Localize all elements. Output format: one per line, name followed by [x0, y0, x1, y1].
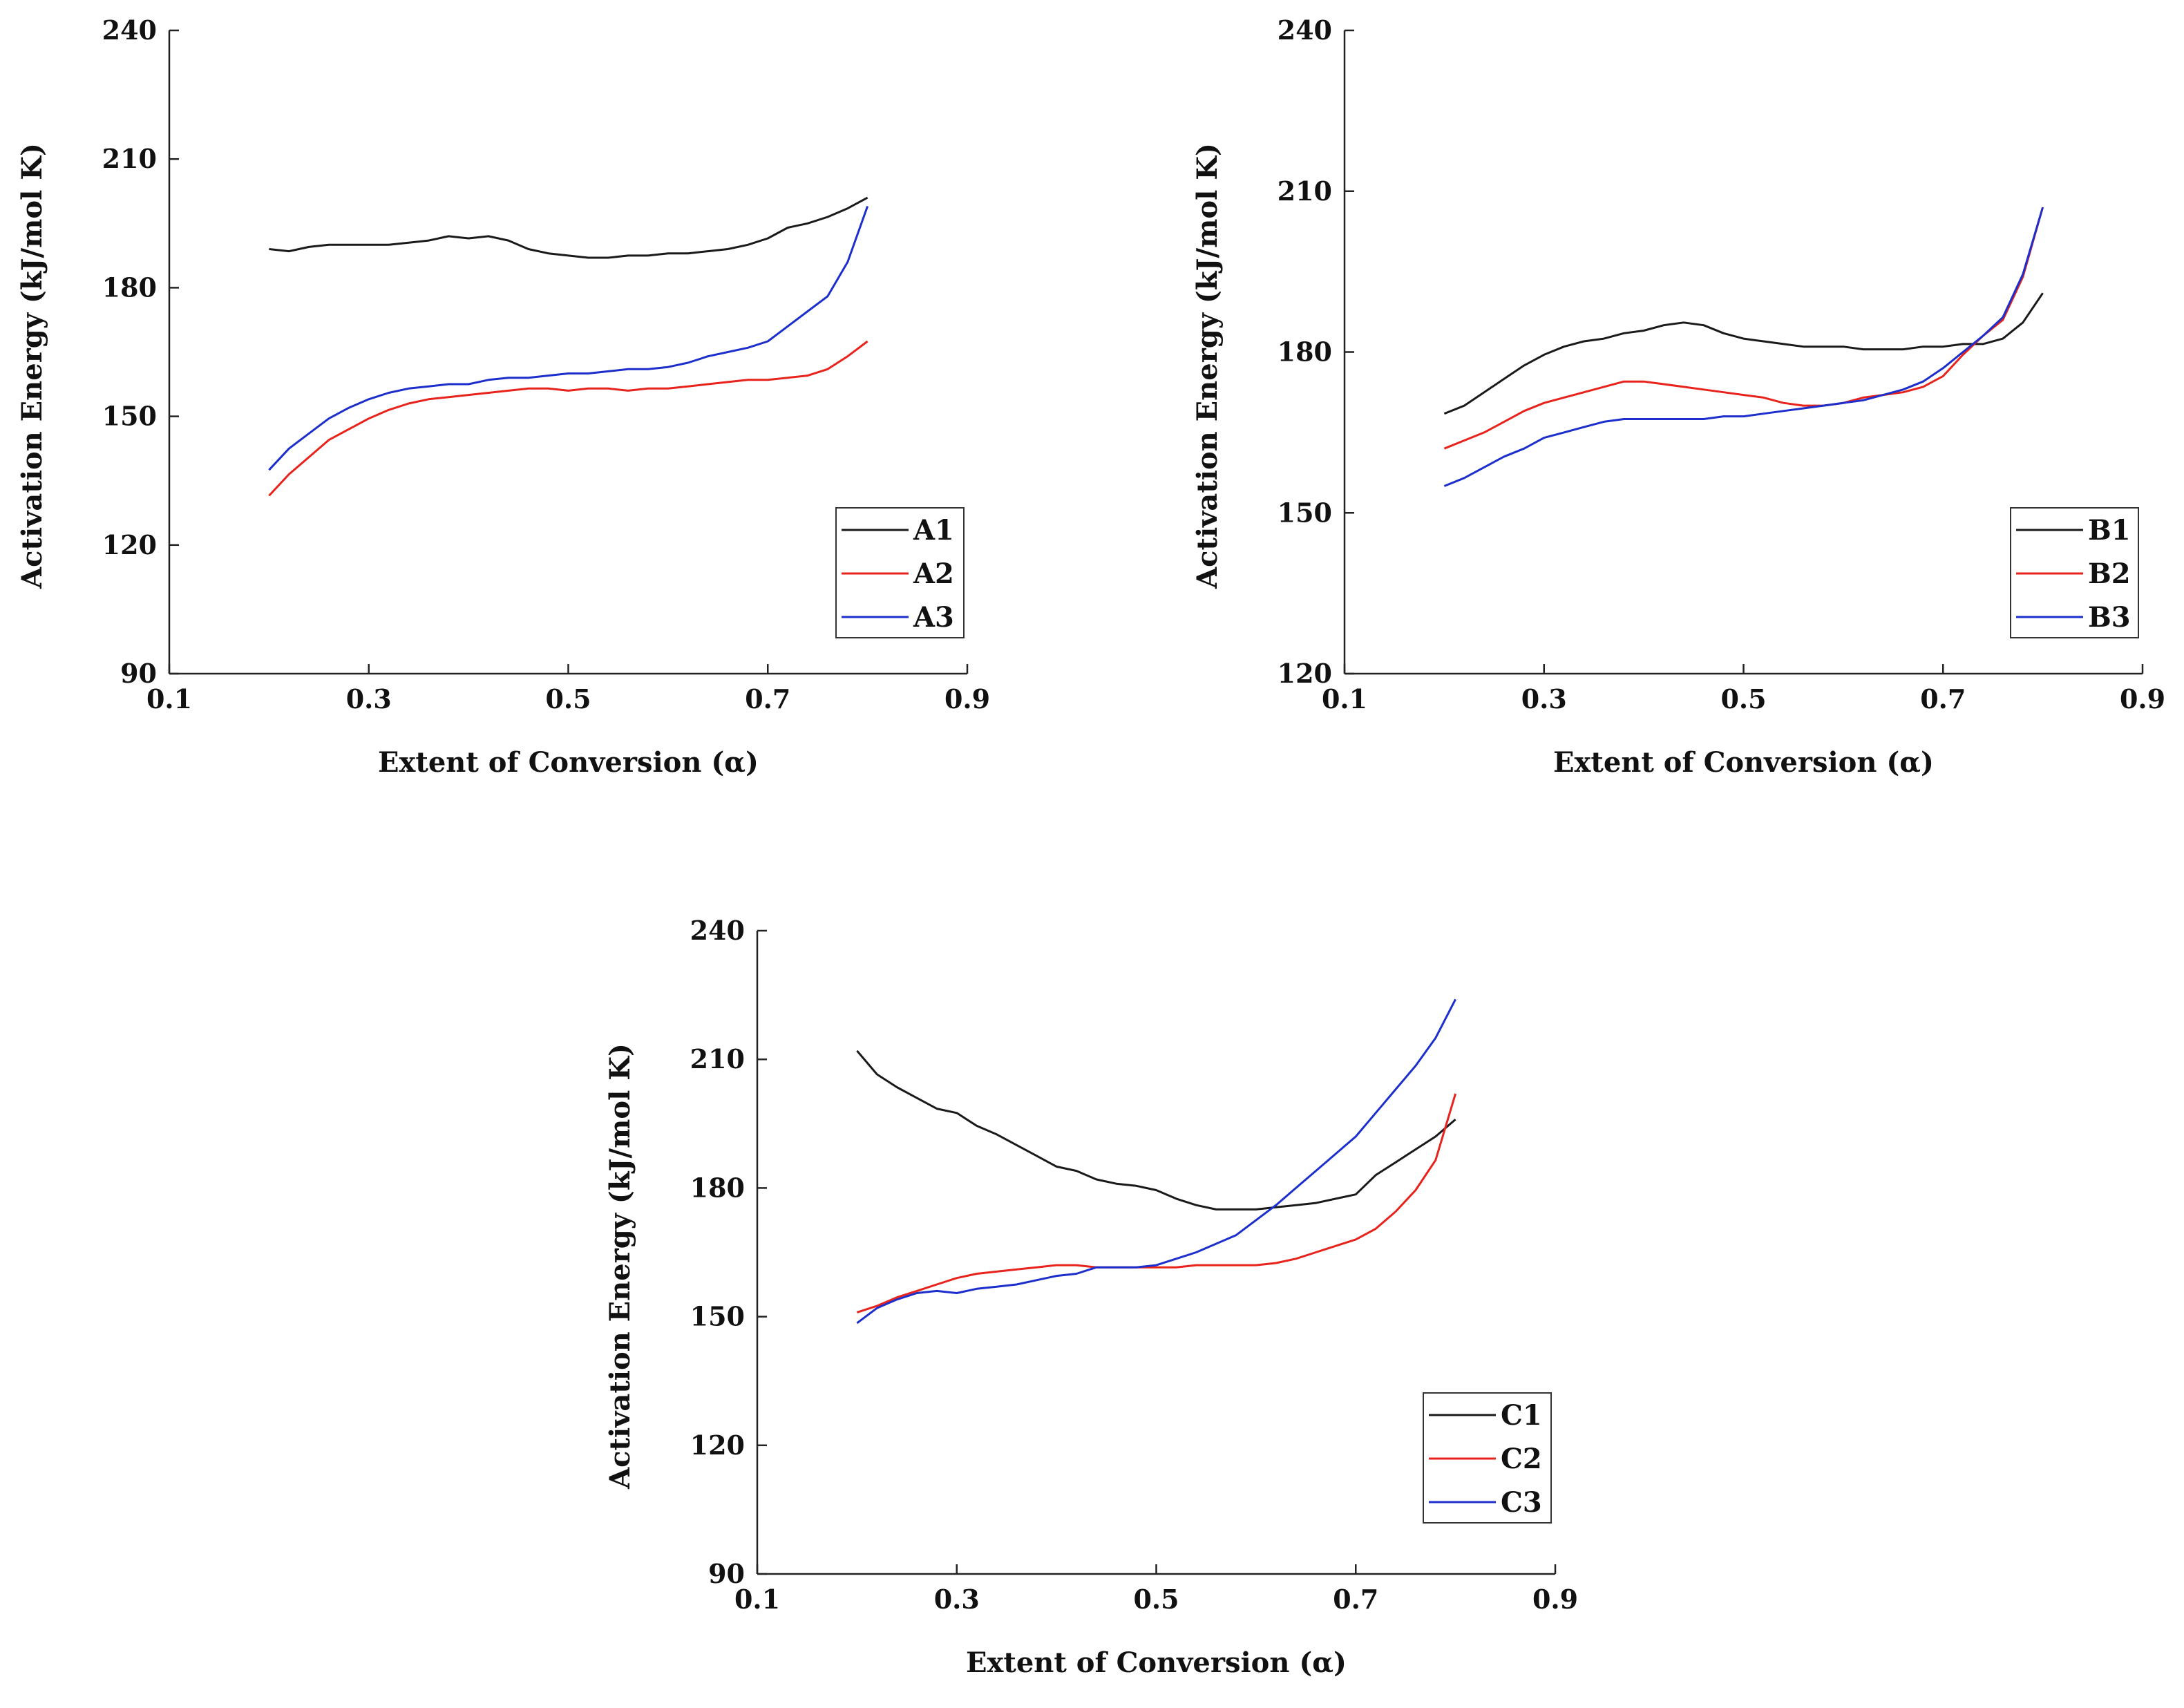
series-line-a1 — [269, 196, 868, 259]
legend-label-a2: A2 — [913, 558, 954, 590]
chart-panel-a: 90 120 150 180 210 240 0.1 0.3 0.5 0.7 0.9 Extent o… — [16, 15, 990, 779]
a-y-tick-label: 120 — [102, 529, 157, 560]
legend-label-c1: C1 — [1501, 1399, 1542, 1432]
series-line-b1 — [1443, 292, 2044, 415]
c-y-tick-label: 90 — [708, 1558, 745, 1589]
legend-label-b3: B3 — [2088, 601, 2131, 634]
legend-label-a3: A3 — [913, 601, 954, 634]
a-x-tick-label: 0.9 — [944, 683, 990, 714]
series-line-c3 — [856, 998, 1456, 1325]
legend-label-c2: C2 — [1501, 1443, 1542, 1475]
a-x-tick-label: 0.3 — [346, 683, 392, 714]
b-y-tick-label: 120 — [1278, 658, 1332, 689]
legend-label-c3: C3 — [1501, 1486, 1542, 1519]
b-x-tick-label: 0.3 — [1521, 683, 1567, 714]
legend-label-a1: A1 — [913, 514, 954, 547]
c-x-axis-title: Extent of Conversion (α) — [966, 1647, 1347, 1679]
chart-panel-c: 90 120 150 180 210 240 0.1 0.3 0.5 0.7 0.9 Extent o… — [604, 915, 1578, 1679]
c-x-tick-label: 0.5 — [1133, 1584, 1179, 1615]
legend-label-b2: B2 — [2088, 558, 2131, 590]
b-y-tick-label: 150 — [1278, 497, 1332, 528]
b-y-tick-label: 210 — [1278, 175, 1332, 207]
series-line-c2 — [856, 1093, 1457, 1313]
chart-panel-b: 120 150 180 210 240 0.1 0.3 0.5 0.7 0.9 Extent of … — [1191, 15, 2165, 779]
c-x-tick-label: 0.1 — [734, 1584, 780, 1615]
a-y-tick-label: 180 — [102, 272, 157, 303]
legend-label-b1: B1 — [2088, 514, 2131, 547]
a-y-tick-label: 240 — [102, 15, 157, 46]
a-x-tick-label: 0.1 — [146, 683, 192, 714]
b-x-tick-label: 0.7 — [1920, 683, 1966, 714]
c-x-tick-label: 0.9 — [1532, 1584, 1578, 1615]
series-line-a2 — [268, 340, 868, 497]
c-y-tick-label: 150 — [690, 1301, 745, 1332]
c-x-tick-label: 0.7 — [1333, 1584, 1378, 1615]
a-y-tick-label: 150 — [102, 401, 157, 432]
c-y-axis-title: Activation Energy (kJ/mol K) — [604, 1043, 636, 1490]
c-x-tick-label: 0.3 — [934, 1584, 980, 1615]
b-x-tick-label: 0.5 — [1720, 683, 1766, 714]
series-line-a3 — [268, 205, 869, 471]
b-x-axis-title: Extent of Conversion (α) — [1553, 746, 1934, 779]
a-x-axis-title: Extent of Conversion (α) — [378, 746, 759, 779]
a-y-tick-label: 210 — [102, 143, 157, 174]
a-x-tick-label: 0.7 — [745, 683, 790, 714]
b-y-tick-label: 240 — [1278, 15, 1332, 46]
c-y-tick-label: 180 — [690, 1172, 745, 1203]
a-y-axis-title: Activation Energy (kJ/mol K) — [16, 143, 48, 589]
b-y-axis-title: Activation Energy (kJ/mol K) — [1191, 143, 1224, 589]
series-line-b3 — [1443, 207, 2044, 487]
series-line-b2 — [1443, 207, 2044, 450]
b-x-tick-label: 0.9 — [2120, 683, 2165, 714]
b-y-tick-label: 180 — [1278, 336, 1332, 368]
c-y-tick-label: 210 — [690, 1043, 745, 1074]
series-line-c1 — [856, 1050, 1456, 1211]
a-x-tick-label: 0.5 — [545, 683, 591, 714]
c-y-tick-label: 120 — [690, 1430, 745, 1461]
b-x-tick-label: 0.1 — [1322, 683, 1367, 714]
c-y-tick-label: 240 — [690, 915, 745, 946]
a-y-tick-label: 90 — [120, 658, 157, 689]
